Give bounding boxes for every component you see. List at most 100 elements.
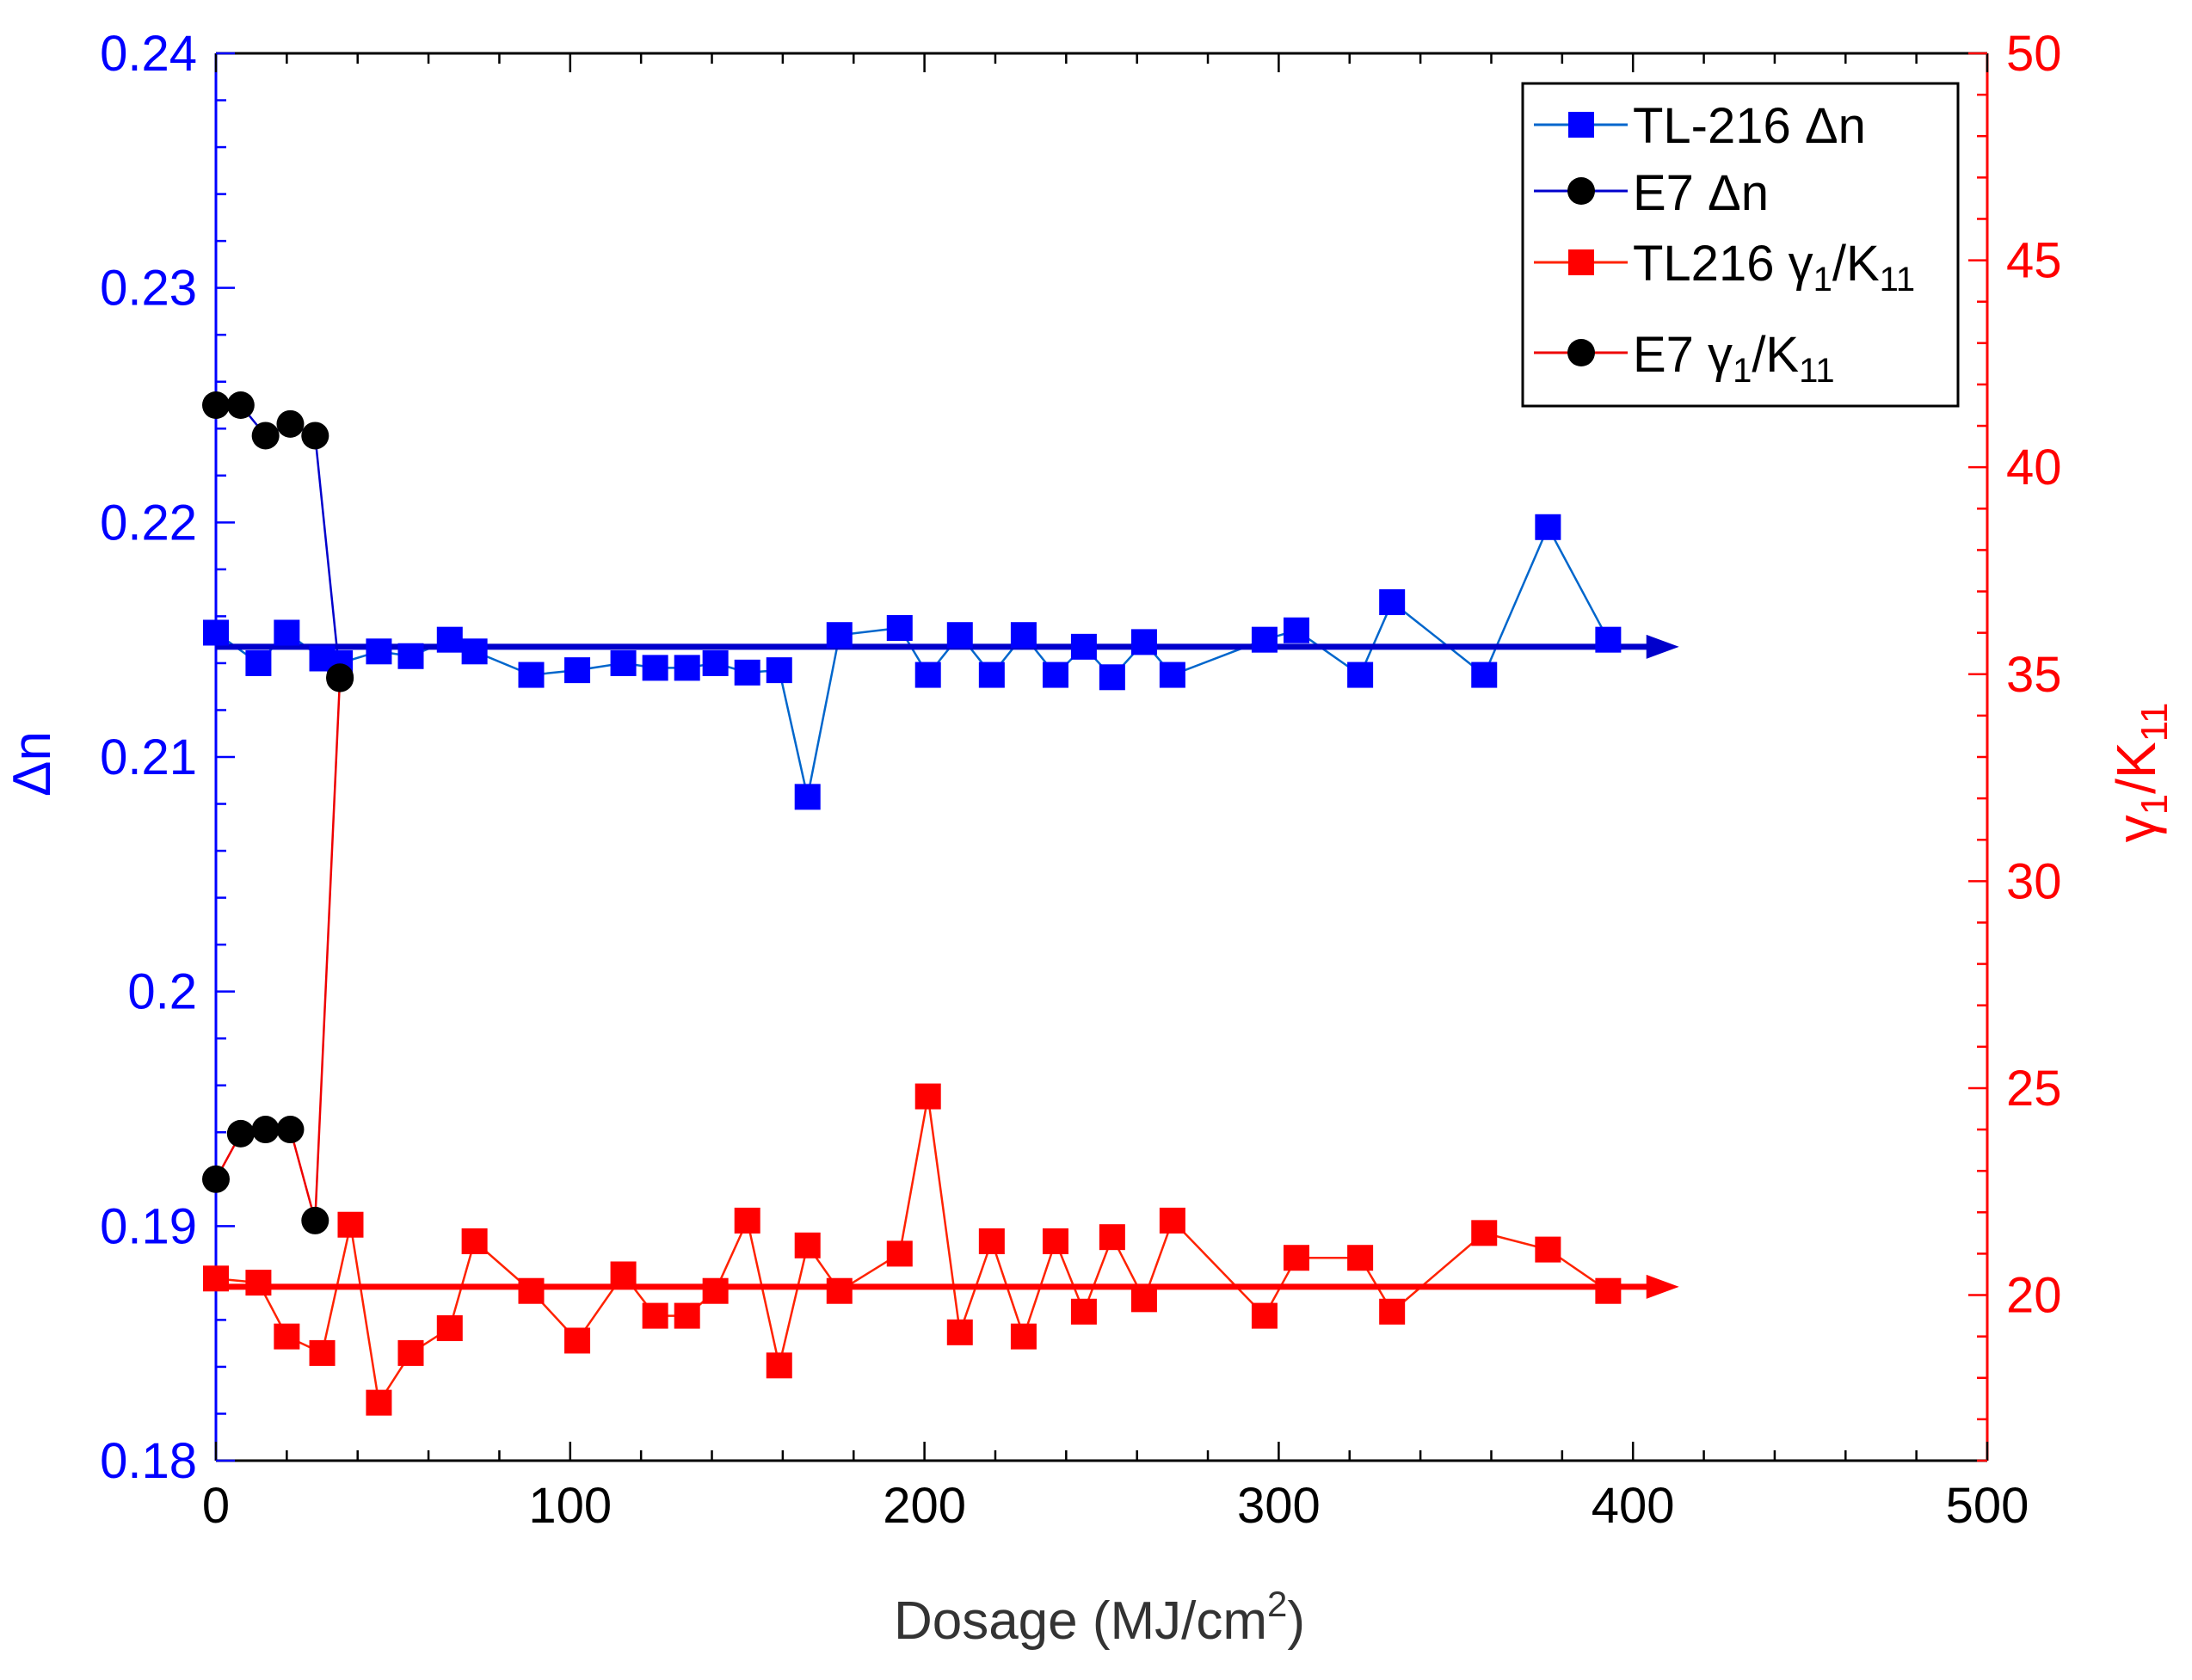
marker-tl216-dn — [1070, 633, 1097, 660]
marker-e7-gk — [326, 664, 354, 692]
y-left-tick-label: 0.24 — [100, 26, 197, 82]
marker-tl216-gk — [461, 1228, 488, 1254]
marker-tl216-dn — [610, 649, 637, 676]
legend-label-tl216-dn: TL-216 Δn — [1633, 98, 1866, 154]
marker-tl216-dn — [946, 622, 973, 649]
marker-tl216-gk — [734, 1207, 760, 1234]
legend-marker-tl216-gk — [1568, 249, 1594, 275]
marker-tl216-gk — [1070, 1298, 1097, 1325]
marker-tl216-gk — [436, 1315, 463, 1342]
marker-tl216-dn — [1347, 662, 1374, 688]
y-left-tick-label: 0.22 — [100, 495, 197, 551]
legend-item-e7-dn: E7 Δn — [1534, 165, 1769, 221]
legend-marker-tl216-dn — [1568, 112, 1594, 138]
x-tick-label: 400 — [1592, 1478, 1675, 1534]
marker-tl216-gk — [518, 1277, 545, 1304]
marker-tl216-gk — [1010, 1323, 1037, 1350]
marker-tl216-gk — [1099, 1224, 1125, 1251]
x-axis-ticks: 0 100 200 300 400 500 — [202, 53, 2029, 1534]
marker-tl216-gk — [366, 1389, 392, 1416]
marker-e7-gk — [251, 1116, 280, 1144]
marker-tl216-dn — [826, 622, 853, 649]
marker-tl216-dn — [1251, 626, 1278, 653]
marker-tl216-dn — [886, 615, 913, 642]
marker-tl216-dn — [734, 659, 760, 686]
marker-tl216-gk — [245, 1270, 272, 1296]
trend-line-gk-arrowhead — [1646, 1274, 1679, 1299]
marker-e7-gk — [226, 1119, 255, 1148]
legend-label-e7-dn: E7 Δn — [1633, 165, 1769, 221]
x-tick-label: 0 — [202, 1478, 230, 1534]
marker-tl216-gk — [886, 1240, 913, 1267]
legend: TL-216 Δn E7 Δn TL216 γ1/K11 E7 γ1/K11 — [1521, 82, 1960, 408]
marker-tl216-gk — [1283, 1245, 1309, 1271]
marker-tl216-dn — [978, 662, 1005, 688]
legend-item-tl216-gk: TL216 γ1/K11 — [1534, 236, 1915, 298]
marker-tl216-dn — [914, 662, 941, 688]
marker-tl216-dn — [274, 619, 300, 646]
marker-tl216-dn — [1099, 664, 1125, 691]
marker-tl216-gk — [914, 1083, 941, 1110]
legend-item-tl216-dn: TL-216 Δn — [1534, 98, 1866, 154]
marker-tl216-dn — [1379, 589, 1406, 616]
x-tick-label: 300 — [1237, 1478, 1321, 1534]
marker-tl216-dn — [564, 657, 591, 684]
marker-e7-dn — [276, 409, 305, 438]
marker-tl216-dn — [702, 649, 729, 676]
marker-tl216-dn — [1283, 617, 1309, 643]
marker-tl216-dn — [642, 655, 668, 681]
legend-marker-e7-dn — [1567, 177, 1595, 205]
marker-tl216-gk — [309, 1339, 336, 1366]
y-left-tick-label: 0.2 — [127, 964, 197, 1020]
marker-e7-gk — [276, 1116, 305, 1144]
x-tick-label: 200 — [883, 1478, 966, 1534]
y-right-tick-label: 40 — [2006, 440, 2062, 495]
y-left-tick-label: 0.21 — [100, 729, 197, 785]
marker-tl216-gk — [1042, 1228, 1068, 1254]
marker-tl216-dn — [1535, 514, 1561, 540]
marker-tl216-gk — [564, 1327, 591, 1354]
marker-tl216-gk — [642, 1302, 668, 1329]
marker-tl216-dn — [397, 643, 424, 669]
marker-tl216-dn — [674, 655, 700, 681]
marker-tl216-gk — [978, 1228, 1005, 1254]
marker-e7-gk — [202, 1165, 230, 1193]
legend-item-e7-gk: E7 γ1/K11 — [1534, 327, 1835, 390]
marker-tl216-dn — [1010, 622, 1037, 649]
y-right-tick-label: 30 — [2006, 853, 2062, 909]
x-tick-label: 500 — [1946, 1478, 2029, 1534]
marker-tl216-gk — [1159, 1207, 1185, 1234]
marker-e7-dn — [202, 391, 230, 419]
marker-tl216-dn — [1130, 629, 1157, 655]
marker-tl216-dn — [366, 638, 392, 665]
legend-marker-e7-gk — [1567, 339, 1595, 366]
legend-label-tl216-gk: TL216 γ1/K11 — [1633, 236, 1915, 298]
marker-tl216-dn — [518, 662, 545, 688]
y-right-tick-label: 25 — [2006, 1061, 2062, 1117]
marker-tl216-gk — [337, 1211, 364, 1238]
marker-tl216-gk — [397, 1339, 424, 1366]
y-axis-right-ticks: 20 25 30 35 40 45 50 — [1968, 26, 2062, 1462]
y-right-tick-label: 50 — [2006, 26, 2062, 82]
marker-tl216-gk — [702, 1277, 729, 1304]
marker-e7-dn — [226, 391, 255, 419]
marker-tl216-dn — [1595, 626, 1622, 653]
marker-tl216-gk — [274, 1323, 300, 1350]
marker-tl216-gk — [674, 1302, 700, 1329]
trend-line-dn-arrowhead — [1646, 634, 1679, 659]
y-axis-left-label: Δn — [3, 731, 62, 797]
marker-tl216-gk — [1471, 1220, 1498, 1246]
marker-tl216-gk — [203, 1265, 229, 1292]
marker-tl216-gk — [1379, 1298, 1406, 1325]
marker-tl216-gk — [610, 1261, 637, 1288]
y-right-tick-label: 45 — [2006, 233, 2062, 289]
y-axis-right-label: γ1/K11 — [2105, 703, 2176, 843]
marker-tl216-dn — [436, 626, 463, 653]
marker-tl216-gk — [794, 1232, 821, 1258]
marker-tl216-gk — [1130, 1286, 1157, 1313]
marker-tl216-dn — [794, 784, 821, 810]
y-right-tick-label: 20 — [2006, 1268, 2062, 1324]
x-axis-label: Dosage (MJ/cm2) — [894, 1584, 1305, 1651]
